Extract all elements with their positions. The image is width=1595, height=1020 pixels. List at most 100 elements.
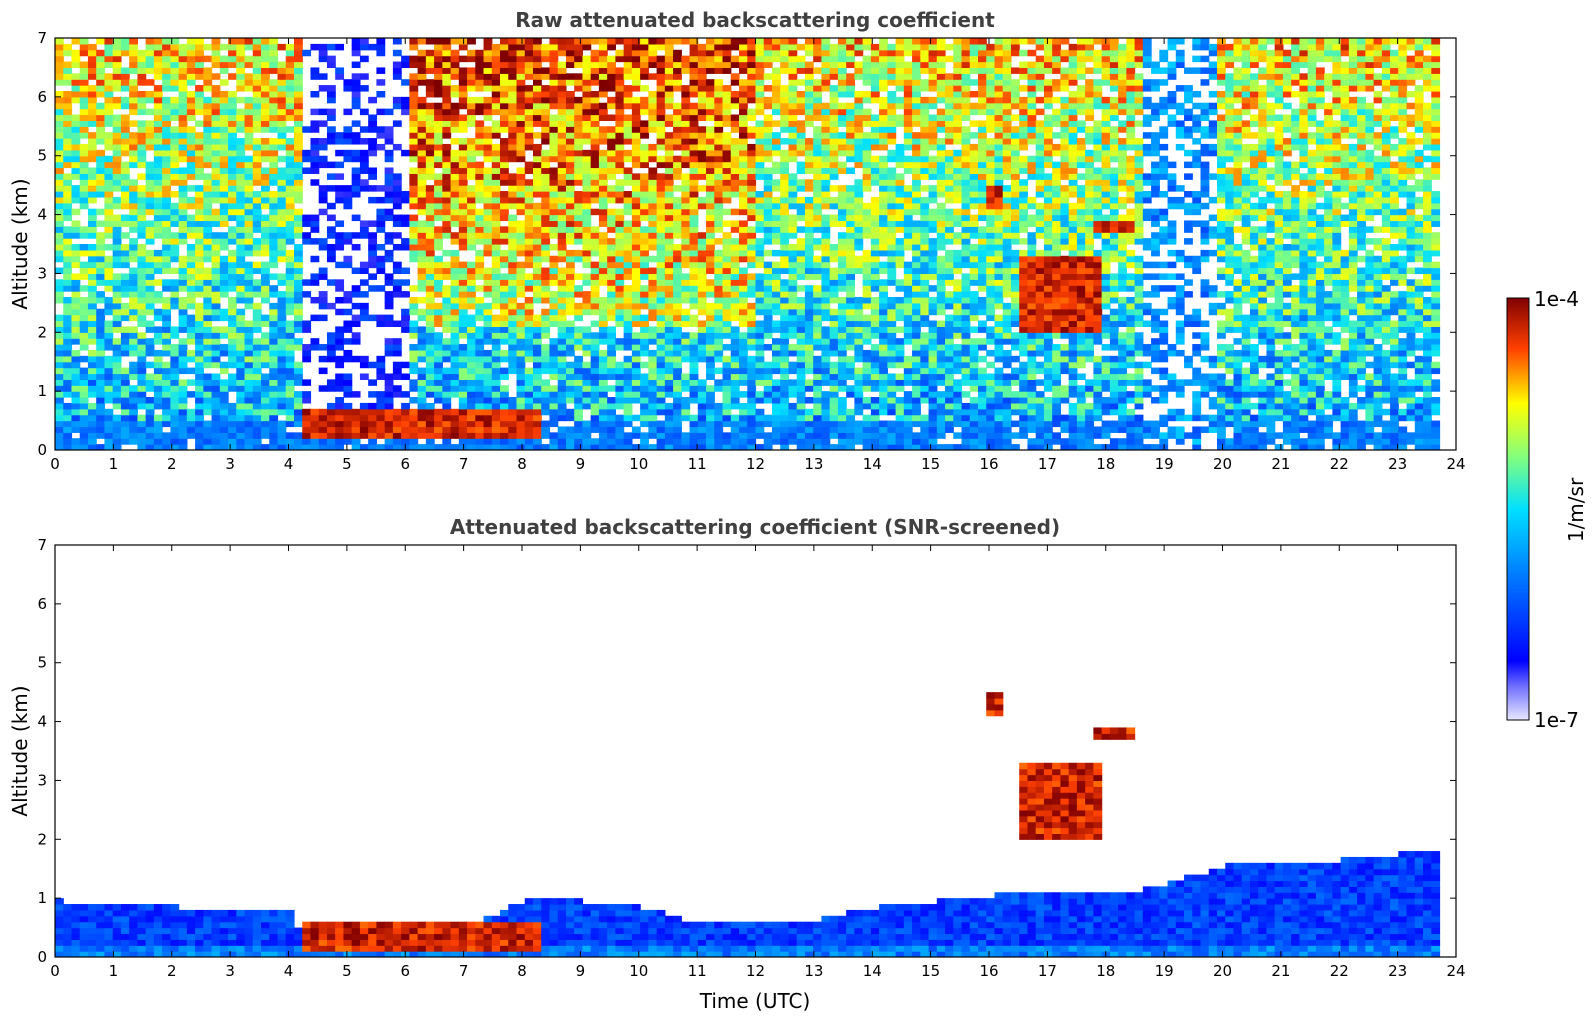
heatmap-cell: [178, 402, 188, 410]
heatmap-cell: [607, 143, 616, 151]
heatmap-cell: [532, 55, 542, 63]
heatmap-cell: [392, 191, 402, 198]
heatmap-cell: [153, 326, 163, 333]
heatmap-cell: [417, 185, 427, 192]
heatmap-cell: [500, 214, 509, 222]
heatmap-cell: [648, 202, 658, 210]
heatmap-cell: [186, 420, 196, 428]
heatmap-cell: [623, 179, 633, 186]
heatmap-cell: [211, 126, 221, 133]
heatmap-cell: [153, 426, 163, 433]
heatmap-cell: [458, 397, 468, 404]
heatmap-cell: [129, 414, 139, 422]
heatmap-cell: [351, 244, 361, 251]
heatmap-cell: [269, 361, 279, 369]
heatmap-cell: [63, 420, 73, 428]
heatmap-cell: [112, 420, 122, 428]
heatmap-cell: [409, 220, 419, 227]
heatmap-cell: [747, 202, 757, 210]
heatmap-cell: [203, 420, 213, 428]
heatmap-cell: [648, 391, 658, 398]
heatmap-cell: [376, 255, 386, 263]
heatmap-cell: [516, 173, 526, 180]
heatmap-cell: [104, 308, 114, 316]
heatmap-cell: [269, 61, 279, 69]
heatmap-cell: [582, 420, 592, 428]
heatmap-cell: [516, 167, 526, 174]
heatmap-cell: [615, 167, 625, 174]
heatmap-cell: [590, 79, 600, 86]
heatmap-cell: [409, 120, 419, 127]
heatmap-cell: [203, 96, 213, 104]
heatmap-cell: [425, 385, 435, 392]
heatmap-cell: [326, 255, 336, 263]
heatmap-cell: [236, 114, 246, 121]
heatmap-cell: [607, 367, 616, 375]
heatmap-cell: [401, 108, 410, 116]
heatmap-cell: [475, 179, 485, 186]
heatmap-cell: [261, 391, 270, 398]
heatmap-cell: [277, 255, 287, 263]
heatmap-cell: [71, 291, 81, 298]
heatmap-cell: [508, 155, 518, 163]
heatmap-cell: [491, 296, 501, 304]
heatmap-cell: [532, 397, 542, 404]
heatmap-cell: [104, 414, 114, 422]
heatmap-cell: [228, 320, 237, 327]
heatmap-cell: [648, 326, 658, 333]
heatmap-cell: [739, 379, 748, 386]
heatmap-cell: [549, 85, 559, 92]
heatmap-cell: [269, 167, 279, 174]
heatmap-cell: [252, 444, 262, 450]
heatmap-cell: [244, 408, 254, 416]
heatmap-cell: [293, 420, 303, 428]
heatmap-cell: [500, 255, 509, 263]
heatmap-cell: [112, 120, 122, 127]
heatmap-cell: [714, 67, 724, 74]
heatmap-cell: [681, 67, 691, 74]
heatmap-cell: [541, 402, 551, 410]
heatmap-cell: [458, 420, 468, 428]
heatmap-cell: [615, 220, 625, 227]
heatmap-cell: [434, 90, 443, 98]
heatmap-cell: [153, 414, 163, 422]
heatmap-cell: [162, 326, 171, 333]
heatmap-cell: [475, 220, 485, 227]
heatmap-cell: [664, 414, 674, 422]
heatmap-cell: [79, 320, 89, 327]
heatmap-cell: [112, 261, 122, 269]
heatmap-cell: [63, 126, 73, 133]
heatmap-cell: [640, 349, 649, 357]
heatmap-cell: [409, 55, 419, 63]
heatmap-cell: [244, 397, 254, 404]
heatmap-cell: [648, 120, 658, 127]
heatmap-cell: [755, 296, 765, 304]
heatmap-cell: [55, 249, 64, 257]
heatmap-cell: [211, 332, 221, 339]
heatmap-cell: [500, 302, 509, 310]
heatmap-cell: [293, 55, 303, 63]
heatmap-cell: [318, 414, 328, 422]
heatmap-cell: [310, 408, 320, 416]
heatmap-cell: [450, 367, 460, 375]
heatmap-cell: [714, 202, 724, 210]
heatmap-cell: [516, 208, 526, 216]
heatmap-cell: [532, 326, 542, 333]
heatmap-cell: [730, 397, 740, 404]
heatmap-cell: [689, 214, 699, 222]
heatmap-cell: [244, 302, 254, 310]
heatmap-cell: [640, 185, 649, 192]
heatmap-cell: [467, 232, 476, 239]
heatmap-cell: [574, 226, 584, 233]
heatmap-cell: [681, 355, 691, 363]
heatmap-cell: [129, 391, 139, 398]
heatmap-cell: [261, 79, 270, 86]
heatmap-cell: [112, 379, 122, 386]
heatmap-cell: [623, 114, 633, 121]
heatmap-cell: [368, 244, 378, 251]
heatmap-cell: [681, 332, 691, 339]
heatmap-cell: [261, 402, 270, 410]
heatmap-cell: [269, 385, 279, 392]
heatmap-cell: [631, 132, 641, 139]
heatmap-cell: [516, 96, 526, 104]
